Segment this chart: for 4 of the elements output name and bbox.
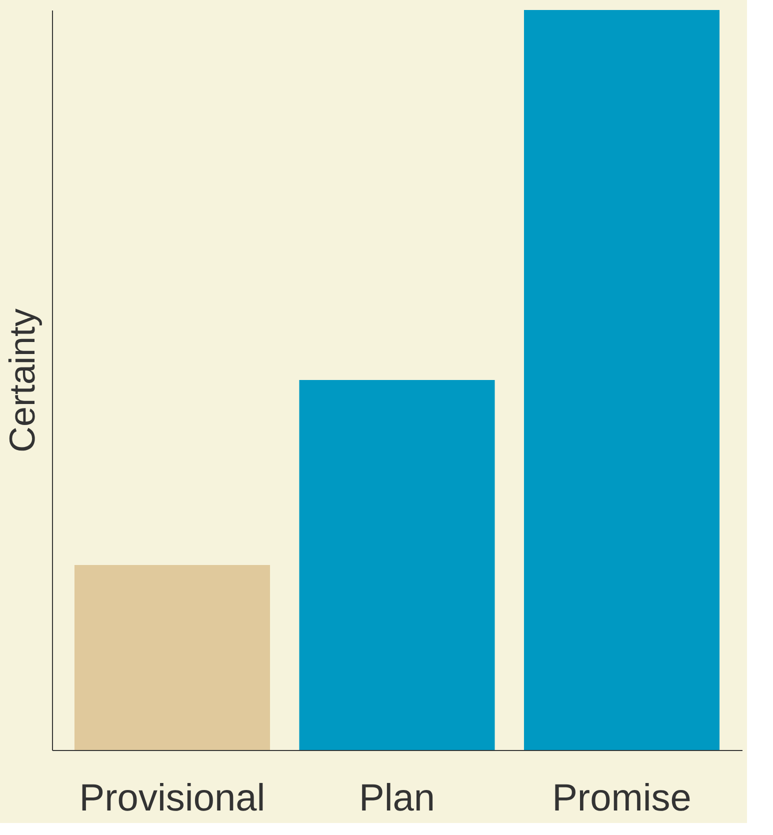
y-axis-title: Certainty	[2, 308, 42, 453]
x-tick-label: Plan	[358, 778, 436, 820]
x-tick-label: Promise	[552, 778, 692, 820]
x-tick-label: Provisional	[79, 778, 266, 820]
